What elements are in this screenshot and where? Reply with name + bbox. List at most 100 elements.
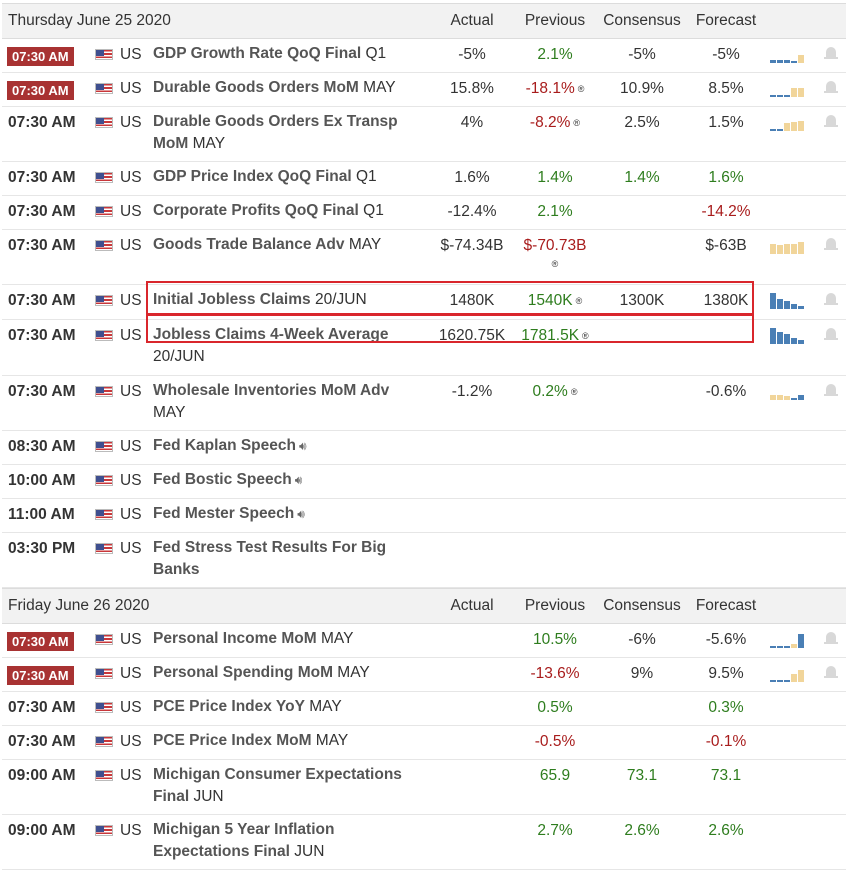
event-country: US: [120, 631, 142, 648]
event-row[interactable]: 07:30 AM US Personal Spending MoM MAY -1…: [2, 658, 846, 692]
event-title[interactable]: Fed Stress Test Results For Big Banks: [153, 539, 387, 578]
event-row[interactable]: 07:30 AM US GDP Price Index QoQ Final Q1…: [2, 162, 846, 196]
event-name[interactable]: Wholesale Inventories MoM Adv MAY: [153, 380, 418, 424]
event-title[interactable]: PCE Price Index YoY: [153, 698, 305, 715]
event-time: 07:30 AM: [8, 327, 76, 344]
event-name[interactable]: Jobless Claims 4-Week Average 20/JUN: [153, 324, 418, 368]
bell-icon[interactable]: [824, 46, 838, 62]
event-row[interactable]: 07:30 AM US GDP Growth Rate QoQ Final Q1…: [2, 39, 846, 73]
mini-bar-chart-icon[interactable]: [770, 81, 806, 97]
mini-bar-chart-icon[interactable]: [770, 115, 806, 131]
event-title[interactable]: Jobless Claims 4-Week Average: [153, 326, 389, 343]
previous-cell: 1540K ®: [513, 292, 597, 310]
event-name[interactable]: Goods Trade Balance Adv MAY: [153, 234, 418, 256]
event-title[interactable]: Initial Jobless Claims: [153, 291, 311, 308]
us-flag-icon: [95, 543, 113, 554]
event-row[interactable]: 10:00 AM US Fed Bostic Speech 🔊︎: [2, 465, 846, 499]
forecast-value: 2.6%: [708, 822, 744, 839]
event-period: MAY: [348, 236, 382, 253]
event-name[interactable]: Fed Kaplan Speech 🔊︎: [153, 435, 418, 457]
consensus-value: 10.9%: [620, 80, 664, 97]
event-title[interactable]: Wholesale Inventories MoM Adv: [153, 382, 390, 399]
event-title[interactable]: GDP Price Index QoQ Final: [153, 168, 352, 185]
col-forecast: Forecast: [695, 597, 757, 614]
event-time: 03:30 PM: [8, 540, 76, 557]
event-title[interactable]: Fed Bostic Speech: [153, 471, 292, 488]
event-name[interactable]: Durable Goods Orders Ex Transp MoM MAY: [153, 111, 418, 155]
event-row[interactable]: 09:00 AM US Michigan 5 Year Inflation Ex…: [2, 815, 846, 870]
event-time: 07:30 AM: [7, 47, 74, 66]
event-row[interactable]: 08:30 AM US Fed Kaplan Speech 🔊︎: [2, 431, 846, 465]
forecast-value: 9.5%: [708, 665, 744, 682]
bell-icon[interactable]: [824, 631, 838, 647]
revised-icon: ®: [577, 83, 585, 94]
mini-bar-chart-icon[interactable]: [770, 293, 806, 309]
mini-bar-chart-icon[interactable]: [770, 328, 806, 344]
bell-icon[interactable]: [824, 237, 838, 253]
event-row[interactable]: 07:30 AM US PCE Price Index YoY MAY 0.5%…: [2, 692, 846, 726]
event-title[interactable]: Corporate Profits QoQ Final: [153, 202, 359, 219]
event-title[interactable]: Michigan Consumer Expectations Final: [153, 766, 402, 805]
event-row[interactable]: 07:30 AM US Jobless Claims 4-Week Averag…: [2, 320, 846, 376]
bell-icon[interactable]: [824, 114, 838, 130]
event-title[interactable]: Personal Income MoM: [153, 630, 317, 647]
event-row[interactable]: 07:30 AM US Personal Income MoM MAY 10.5…: [2, 624, 846, 658]
mini-bar-chart-icon[interactable]: [770, 632, 806, 648]
us-flag-icon: [95, 83, 113, 94]
event-country: US: [120, 540, 142, 557]
event-name[interactable]: Fed Stress Test Results For Big Banks: [153, 537, 418, 581]
event-time: 11:00 AM: [8, 506, 75, 523]
event-name[interactable]: Corporate Profits QoQ Final Q1: [153, 200, 418, 222]
event-period: MAY: [192, 135, 226, 152]
bell-icon[interactable]: [824, 665, 838, 681]
event-name[interactable]: Personal Spending MoM MAY: [153, 662, 418, 684]
mini-bar-chart-icon[interactable]: [770, 47, 806, 63]
event-title[interactable]: Fed Mester Speech: [153, 505, 295, 522]
event-row[interactable]: 07:30 AM US Corporate Profits QoQ Final …: [2, 196, 846, 230]
event-name[interactable]: Personal Income MoM MAY: [153, 628, 418, 650]
event-row[interactable]: 07:30 AM US Wholesale Inventories MoM Ad…: [2, 376, 846, 431]
event-row[interactable]: 07:30 AM US Goods Trade Balance Adv MAY …: [2, 230, 846, 285]
event-time: 07:30 AM: [8, 169, 76, 186]
previous-cell: 0.2% ®: [513, 383, 597, 401]
event-name[interactable]: Michigan Consumer Expectations Final JUN: [153, 764, 418, 808]
event-row[interactable]: 07:30 AM US PCE Price Index MoM MAY -0.5…: [2, 726, 846, 760]
event-country: US: [120, 665, 142, 682]
event-row[interactable]: 07:30 AM US Initial Jobless Claims 20/JU…: [2, 285, 846, 320]
event-name[interactable]: GDP Growth Rate QoQ Final Q1: [153, 43, 418, 65]
mini-bar-chart-icon[interactable]: [770, 384, 806, 400]
event-title[interactable]: Durable Goods Orders MoM: [153, 79, 359, 96]
event-name[interactable]: Durable Goods Orders MoM MAY: [153, 77, 418, 99]
consensus-value: 2.6%: [624, 822, 660, 839]
bell-icon[interactable]: [824, 383, 838, 399]
event-name[interactable]: Fed Bostic Speech 🔊︎: [153, 469, 418, 491]
event-title[interactable]: GDP Growth Rate QoQ Final: [153, 45, 362, 62]
actual-value: 1480K: [449, 292, 495, 309]
event-title[interactable]: Fed Kaplan Speech: [153, 437, 296, 454]
event-country: US: [120, 733, 142, 750]
bell-icon[interactable]: [824, 327, 838, 343]
event-name[interactable]: PCE Price Index MoM MAY: [153, 730, 418, 752]
bell-icon[interactable]: [824, 80, 838, 96]
previous-value: 65.9: [539, 767, 571, 784]
event-period: Q1: [365, 45, 387, 62]
event-row[interactable]: 07:30 AM US Durable Goods Orders Ex Tran…: [2, 107, 846, 162]
event-name[interactable]: GDP Price Index QoQ Final Q1: [153, 166, 418, 188]
event-name[interactable]: Initial Jobless Claims 20/JUN: [153, 289, 418, 311]
event-row[interactable]: 09:00 AM US Michigan Consumer Expectatio…: [2, 760, 846, 815]
event-title[interactable]: PCE Price Index MoM: [153, 732, 312, 749]
event-title[interactable]: Personal Spending MoM: [153, 664, 333, 681]
event-name[interactable]: PCE Price Index YoY MAY: [153, 696, 418, 718]
event-row[interactable]: 11:00 AM US Fed Mester Speech 🔊︎: [2, 499, 846, 533]
mini-bar-chart-icon[interactable]: [770, 666, 806, 682]
event-title[interactable]: Goods Trade Balance Adv: [153, 236, 345, 253]
event-country: US: [120, 169, 142, 186]
event-row[interactable]: 03:30 PM US Fed Stress Test Results For …: [2, 533, 846, 588]
revised-icon: ®: [570, 386, 578, 397]
event-name[interactable]: Fed Mester Speech 🔊︎: [153, 503, 418, 525]
event-title[interactable]: Durable Goods Orders Ex Transp MoM: [153, 113, 398, 152]
event-row[interactable]: 07:30 AM US Durable Goods Orders MoM MAY…: [2, 73, 846, 107]
bell-icon[interactable]: [824, 292, 838, 308]
mini-bar-chart-icon[interactable]: [770, 238, 806, 254]
event-name[interactable]: Michigan 5 Year Inflation Expectations F…: [153, 819, 418, 863]
